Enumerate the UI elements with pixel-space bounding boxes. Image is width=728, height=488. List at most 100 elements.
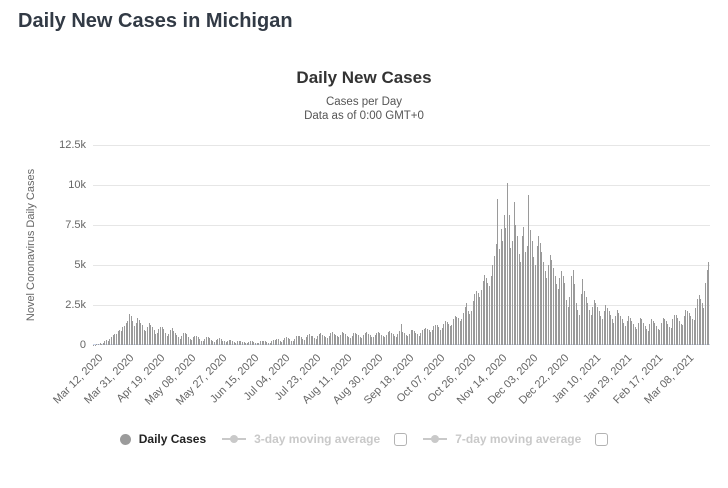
daily-cases-bar[interactable]	[279, 340, 281, 345]
daily-cases-bar[interactable]	[379, 333, 381, 345]
daily-cases-bar[interactable]	[120, 330, 122, 345]
daily-cases-bar[interactable]	[639, 317, 641, 345]
daily-cases-bar[interactable]	[192, 337, 194, 345]
daily-cases-bar[interactable]	[649, 324, 651, 345]
daily-cases-bar[interactable]	[358, 335, 360, 345]
daily-cases-bar[interactable]	[253, 341, 255, 345]
daily-cases-bar[interactable]	[701, 303, 703, 345]
daily-cases-bar[interactable]	[197, 337, 199, 345]
daily-cases-bar[interactable]	[372, 337, 374, 345]
daily-cases-bar[interactable]	[520, 261, 522, 345]
daily-cases-bar[interactable]	[408, 333, 410, 345]
daily-cases-bar[interactable]	[125, 322, 127, 345]
daily-cases-bar[interactable]	[209, 338, 211, 345]
daily-cases-bar[interactable]	[145, 331, 147, 345]
daily-cases-bar[interactable]	[235, 342, 237, 345]
daily-cases-bar[interactable]	[464, 307, 466, 345]
daily-cases-bar[interactable]	[597, 306, 599, 345]
daily-cases-bar[interactable]	[493, 256, 495, 345]
daily-cases-bar[interactable]	[611, 319, 613, 345]
daily-cases-bar[interactable]	[497, 199, 499, 345]
daily-cases-bar[interactable]	[215, 339, 217, 345]
daily-cases-bar[interactable]	[297, 335, 299, 345]
daily-cases-bar[interactable]	[112, 335, 114, 345]
daily-cases-bar[interactable]	[385, 334, 387, 345]
daily-cases-bar[interactable]	[210, 339, 212, 345]
daily-cases-bar[interactable]	[431, 329, 433, 345]
daily-cases-bar[interactable]	[220, 338, 222, 345]
daily-cases-bar[interactable]	[507, 182, 509, 345]
daily-cases-bar[interactable]	[403, 333, 405, 345]
daily-cases-bar[interactable]	[453, 319, 455, 345]
daily-cases-bar[interactable]	[191, 339, 193, 345]
daily-cases-bar[interactable]	[240, 341, 242, 345]
daily-cases-bar[interactable]	[325, 337, 327, 345]
daily-cases-bar[interactable]	[696, 298, 698, 345]
daily-cases-bar[interactable]	[466, 303, 468, 345]
daily-cases-bar[interactable]	[277, 339, 279, 345]
daily-cases-bar[interactable]	[495, 243, 497, 345]
daily-cases-bar[interactable]	[349, 337, 351, 345]
daily-cases-bar[interactable]	[682, 325, 684, 345]
daily-cases-bar[interactable]	[227, 340, 229, 345]
daily-cases-bar[interactable]	[166, 336, 168, 345]
daily-cases-bar[interactable]	[641, 319, 643, 345]
daily-cases-bar[interactable]	[232, 341, 234, 345]
daily-cases-bar[interactable]	[435, 324, 437, 345]
daily-cases-bar[interactable]	[340, 334, 342, 345]
daily-cases-bar[interactable]	[538, 236, 540, 345]
daily-cases-bar[interactable]	[223, 341, 225, 345]
daily-cases-bar[interactable]	[212, 341, 214, 345]
daily-cases-bar[interactable]	[287, 337, 289, 345]
daily-cases-bar[interactable]	[241, 341, 243, 345]
daily-cases-bar[interactable]	[631, 321, 633, 345]
daily-cases-bar[interactable]	[124, 325, 126, 345]
daily-cases-bar[interactable]	[526, 245, 528, 345]
daily-cases-bar[interactable]	[382, 336, 384, 345]
daily-cases-bar[interactable]	[238, 340, 240, 345]
daily-cases-bar[interactable]	[119, 329, 121, 345]
daily-cases-bar[interactable]	[706, 269, 708, 345]
daily-cases-bar[interactable]	[130, 316, 132, 345]
daily-cases-bar[interactable]	[295, 336, 297, 345]
daily-cases-bar[interactable]	[439, 329, 441, 345]
daily-cases-bar[interactable]	[561, 271, 563, 345]
daily-cases-bar[interactable]	[258, 343, 260, 345]
daily-cases-bar[interactable]	[687, 310, 689, 345]
daily-cases-bar[interactable]	[202, 341, 204, 345]
daily-cases-bar[interactable]	[315, 338, 317, 345]
daily-cases-bar[interactable]	[678, 321, 680, 345]
daily-cases-bar[interactable]	[511, 241, 513, 345]
daily-cases-bar[interactable]	[318, 333, 320, 345]
daily-cases-bar[interactable]	[588, 309, 590, 345]
daily-cases-bar[interactable]	[490, 276, 492, 345]
daily-cases-bar[interactable]	[570, 276, 572, 345]
daily-cases-bar[interactable]	[606, 308, 608, 345]
daily-cases-bar[interactable]	[582, 279, 584, 345]
daily-cases-bar[interactable]	[214, 341, 216, 345]
daily-cases-bar[interactable]	[637, 322, 639, 345]
daily-cases-bar[interactable]	[544, 271, 546, 345]
checkbox-3-day-average[interactable]	[394, 432, 408, 446]
daily-cases-bar[interactable]	[158, 329, 160, 345]
daily-cases-bar[interactable]	[399, 331, 401, 345]
daily-cases-bar[interactable]	[669, 327, 671, 345]
daily-cases-bar[interactable]	[336, 336, 338, 345]
daily-cases-bar[interactable]	[426, 328, 428, 345]
daily-cases-bar[interactable]	[655, 325, 657, 345]
daily-cases-bar[interactable]	[156, 333, 158, 345]
daily-cases-bar[interactable]	[400, 324, 402, 345]
daily-cases-bar[interactable]	[529, 229, 531, 345]
daily-cases-bar[interactable]	[245, 343, 247, 345]
daily-cases-bar[interactable]	[595, 303, 597, 345]
daily-cases-bar[interactable]	[659, 329, 661, 345]
daily-cases-bar[interactable]	[628, 316, 630, 345]
daily-cases-bar[interactable]	[547, 265, 549, 345]
daily-cases-bar[interactable]	[264, 341, 266, 345]
daily-cases-bar[interactable]	[333, 333, 335, 345]
daily-cases-bar[interactable]	[410, 330, 412, 345]
daily-cases-bar[interactable]	[485, 277, 487, 345]
daily-cases-bar[interactable]	[250, 341, 252, 345]
daily-cases-bar[interactable]	[446, 321, 448, 345]
daily-cases-bar[interactable]	[441, 327, 443, 345]
